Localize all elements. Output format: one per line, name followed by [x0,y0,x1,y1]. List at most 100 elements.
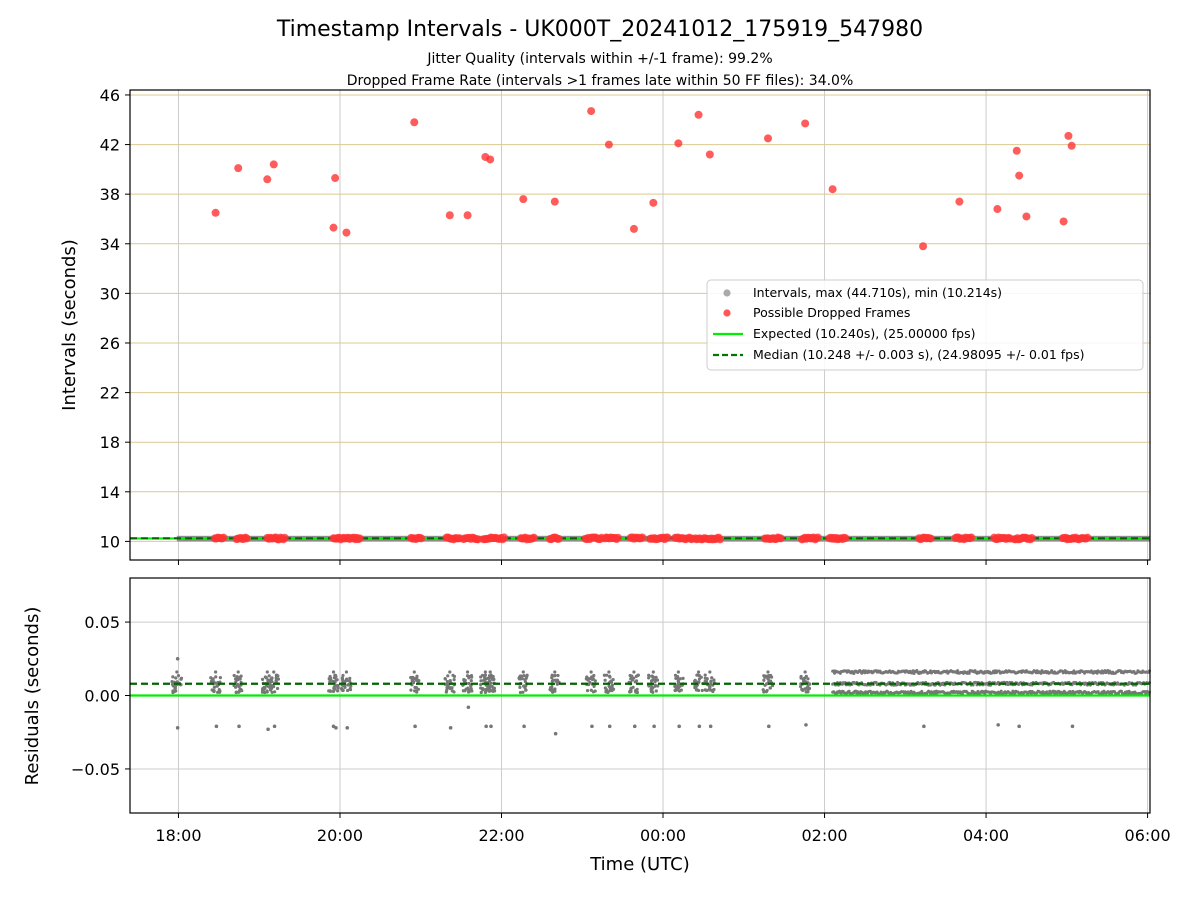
residual-point [656,684,660,688]
bottom-plot-frame [129,577,1151,814]
residual-point [445,682,449,686]
residual-point [712,687,716,692]
residual-point [673,684,677,688]
residual-point [232,673,236,678]
residual-point [479,690,483,695]
residual-point [268,688,273,692]
residual-point [268,686,273,690]
residual-point [263,675,267,679]
residual-point [179,676,184,680]
legend-dropped-label: Possible Dropped Frames [753,305,910,320]
residual-point [655,678,660,682]
top-y-tick-label: 18 [100,433,120,452]
x-tick-label: 20:00 [317,826,363,845]
residual-point [348,688,353,692]
residual-point [213,685,217,689]
residual-point [346,688,350,693]
residual-point [333,673,337,677]
residual-point [340,686,344,691]
residual-point [522,673,526,678]
dropped-frame-baseline-point [219,533,228,542]
residual-point [450,686,454,690]
residual-point [1041,690,1045,694]
residual-point [647,676,651,680]
residual-point [697,680,701,684]
residual-outlier-point [214,724,219,729]
dropped-frame-point [410,118,419,127]
residual-point [976,689,980,693]
residual-point [331,670,336,674]
dropped-frame-point [604,140,613,149]
legend-intervals-marker [723,289,731,297]
dropped-frame-baseline-point [417,534,426,543]
residual-point [343,679,348,683]
residual-point [445,680,450,684]
residual-point [967,671,971,675]
x-tick-label: 02:00 [801,826,847,845]
residual-point [555,682,559,686]
residual-point [649,689,654,693]
residual-point [218,676,223,680]
residual-point [798,684,803,689]
dropped-frame-point [463,211,472,220]
residual-point [654,675,658,680]
residual-point [482,678,486,682]
residual-point [409,688,413,692]
residual-point [628,690,632,694]
residual-point [609,680,614,684]
bottom-y-tick-label: 0.00 [84,687,120,706]
residual-outlier-point [413,724,417,729]
dropped-frame-point [486,155,495,164]
residual-point [605,673,609,677]
residual-point [631,685,635,689]
residual-point [411,676,415,680]
residual-point [607,670,611,674]
residual-point [214,675,218,679]
residual-point [607,684,611,688]
residual-point [329,679,333,683]
residual-point [804,674,808,678]
residual-point [218,689,222,693]
residual-point [416,687,421,691]
residual-outlier-point [1017,724,1021,729]
residual-point [335,678,339,682]
residual-point [489,689,493,693]
dropped-frame-point [342,228,351,237]
residual-point [483,673,488,677]
dropped-frame-point [234,164,243,173]
legend-box [706,279,1144,371]
x-tick-label: 06:00 [1125,826,1171,845]
residual-point [765,688,769,693]
residual-point [552,674,557,678]
dropped-frame-baseline-point [1027,533,1036,542]
residual-point [696,673,700,677]
residual-point [695,688,699,692]
residual-point [1072,669,1076,673]
residual-point [768,686,772,690]
residual-outlier-point [553,731,558,736]
residual-point [763,675,767,679]
residual-point [275,686,280,691]
residual-point [704,688,708,692]
residual-point [265,690,269,694]
dropped-frame-point [828,185,837,194]
residual-point [469,684,473,688]
residual-point [653,679,657,684]
residual-point [592,684,596,688]
x-tick-label: 04:00 [963,826,1009,845]
residual-point [710,676,714,680]
dropped-frame-baseline-point [613,533,622,542]
residual-outlier-point [334,726,338,730]
residual-point [272,684,276,689]
residual-point [340,676,344,680]
residual-point [465,670,470,674]
top-y-tick-label: 26 [100,334,120,353]
residual-outlier-point [266,727,270,732]
residual-point [214,670,218,674]
dropped-frame-baseline-point [280,533,289,542]
residual-point [803,670,807,674]
residual-point [920,689,924,693]
residual-outlier-point [607,724,612,729]
dropped-frame-baseline-point [474,535,483,544]
